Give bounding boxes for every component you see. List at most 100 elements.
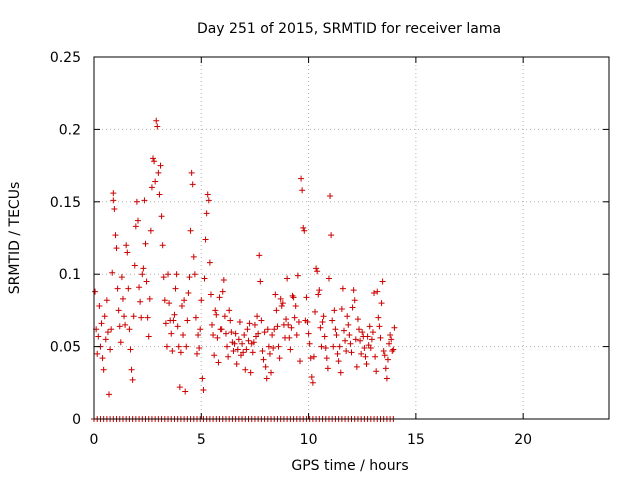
plot-frame bbox=[93, 56, 610, 420]
data-point bbox=[264, 326, 271, 333]
data-point bbox=[381, 352, 388, 359]
data-point bbox=[99, 355, 106, 362]
data-point bbox=[192, 314, 199, 321]
data-point bbox=[150, 155, 157, 162]
data-point bbox=[307, 355, 314, 362]
data-point bbox=[310, 353, 317, 360]
data-point bbox=[175, 343, 182, 350]
data-point bbox=[333, 332, 340, 339]
data-point bbox=[305, 330, 312, 337]
data-point bbox=[268, 369, 275, 376]
data-point bbox=[348, 349, 355, 356]
data-point bbox=[372, 353, 379, 360]
data-point bbox=[145, 333, 152, 340]
x-tick-label: 10 bbox=[300, 432, 318, 448]
data-point bbox=[219, 288, 226, 295]
data-point bbox=[165, 271, 172, 278]
data-point bbox=[125, 285, 132, 292]
data-point bbox=[356, 326, 363, 333]
data-point bbox=[246, 320, 253, 327]
data-point bbox=[190, 253, 197, 260]
data-point bbox=[124, 249, 131, 256]
data-point bbox=[322, 345, 329, 352]
data-point bbox=[153, 117, 160, 124]
data-point bbox=[331, 307, 338, 314]
data-point bbox=[340, 327, 347, 334]
data-point bbox=[152, 178, 159, 185]
data-point bbox=[187, 227, 194, 234]
data-point bbox=[325, 275, 332, 282]
data-point bbox=[159, 242, 166, 249]
data-point bbox=[323, 355, 330, 362]
data-point bbox=[339, 285, 346, 292]
data-point bbox=[161, 297, 168, 304]
data-point bbox=[319, 318, 326, 325]
data-point bbox=[204, 191, 211, 198]
data-point bbox=[351, 297, 358, 304]
data-point bbox=[283, 316, 290, 323]
data-point bbox=[332, 326, 339, 333]
data-point bbox=[181, 297, 188, 304]
data-point bbox=[344, 313, 351, 320]
data-point bbox=[292, 303, 299, 310]
data-point bbox=[144, 314, 151, 321]
data-point bbox=[352, 336, 359, 343]
data-point bbox=[361, 345, 368, 352]
data-point bbox=[374, 288, 381, 295]
data-point bbox=[172, 285, 179, 292]
data-point bbox=[318, 343, 325, 350]
data-point bbox=[358, 350, 365, 357]
data-point bbox=[293, 332, 300, 339]
data-point bbox=[300, 224, 307, 231]
data-point bbox=[382, 365, 389, 372]
data-point bbox=[112, 232, 119, 239]
data-point bbox=[200, 387, 207, 394]
data-point bbox=[214, 334, 221, 341]
data-point bbox=[359, 329, 366, 336]
data-point bbox=[129, 376, 136, 383]
data-point bbox=[254, 313, 261, 320]
data-point bbox=[265, 343, 272, 350]
data-point bbox=[329, 317, 336, 324]
data-point bbox=[227, 317, 234, 324]
data-point bbox=[94, 350, 101, 357]
data-point bbox=[251, 321, 258, 328]
data-point bbox=[139, 271, 146, 278]
x-tick-label: 0 bbox=[90, 432, 99, 448]
data-point bbox=[95, 333, 102, 340]
data-point bbox=[110, 197, 117, 204]
data-point bbox=[380, 347, 387, 354]
data-point bbox=[378, 300, 385, 307]
data-point bbox=[288, 324, 295, 331]
data-point bbox=[140, 265, 147, 272]
data-point bbox=[250, 339, 257, 346]
data-point bbox=[218, 326, 225, 333]
data-point bbox=[347, 340, 354, 347]
data-point bbox=[130, 313, 137, 320]
data-point bbox=[272, 291, 279, 298]
data-point bbox=[133, 198, 140, 205]
data-point bbox=[249, 349, 256, 356]
data-point bbox=[104, 329, 111, 336]
data-point bbox=[188, 169, 195, 176]
data-point bbox=[337, 369, 344, 376]
x-tick-label: 5 bbox=[197, 432, 206, 448]
data-point bbox=[142, 240, 149, 247]
data-point bbox=[115, 307, 122, 314]
data-point bbox=[210, 332, 217, 339]
data-point bbox=[386, 340, 393, 347]
data-point bbox=[147, 227, 154, 234]
data-point bbox=[286, 334, 293, 341]
data-point bbox=[201, 275, 208, 282]
data-point bbox=[316, 287, 323, 294]
data-point bbox=[239, 340, 246, 347]
data-point bbox=[379, 278, 386, 285]
data-point bbox=[123, 242, 130, 249]
data-point bbox=[299, 187, 306, 194]
data-point bbox=[294, 272, 301, 279]
data-point bbox=[102, 336, 109, 343]
data-point bbox=[259, 347, 266, 354]
data-point bbox=[166, 300, 173, 307]
grid bbox=[94, 57, 609, 419]
data-point bbox=[117, 339, 124, 346]
